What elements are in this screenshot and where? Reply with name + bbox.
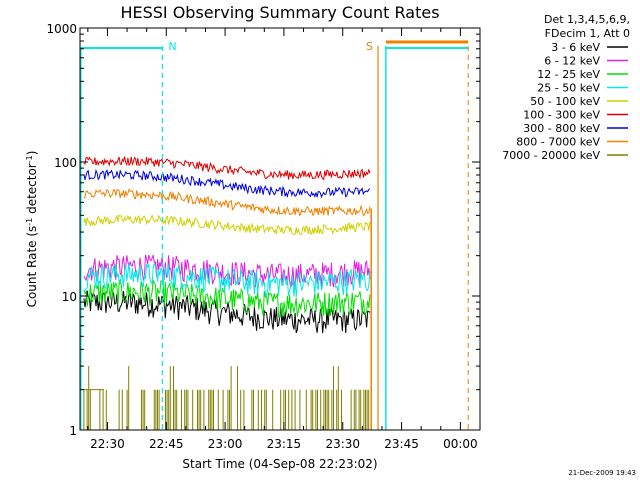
x-tick-label: 23:00 — [208, 437, 243, 451]
chart-title: HESSI Observing Summary Count Rates — [120, 3, 439, 22]
y-tick-label: 10 — [62, 290, 77, 304]
series-line-1 — [83, 254, 371, 290]
y-axis-label: Count Rate (s-1 detector-1) — [25, 151, 40, 308]
legend-label-6: 300 - 800 keV — [523, 122, 600, 135]
series-line-5 — [83, 156, 371, 181]
y-tick-label: 1 — [69, 424, 77, 438]
legend-header-line-1: Det 1,3,4,5,6,9, — [544, 13, 630, 26]
x-tick-label: 23:45 — [384, 437, 419, 451]
legend-label-8: 7000 - 20000 keV — [502, 149, 600, 162]
legend-label-5: 100 - 300 keV — [523, 109, 600, 122]
series-line-3 — [83, 262, 371, 298]
series-line-4 — [83, 213, 371, 236]
plot-frame — [79, 27, 481, 431]
x-tick-label: 00:00 — [443, 437, 478, 451]
series-line-2 — [83, 278, 371, 318]
footer-date: 21-Dec-2009 19:43 — [568, 469, 636, 477]
marker-label-S: S — [366, 40, 373, 53]
legend-label-2: 12 - 25 keV — [537, 68, 600, 81]
legend-label-1: 6 - 12 keV — [544, 55, 600, 68]
x-tick-label: 23:15 — [267, 437, 302, 451]
marker-label-N: N — [168, 40, 176, 53]
x-tick-label: 22:45 — [149, 437, 184, 451]
y-tick-label: 1000 — [46, 22, 77, 36]
y-tick-label: 100 — [54, 156, 77, 170]
legend-label-4: 50 - 100 keV — [530, 95, 600, 108]
x-axis-label: Start Time (04-Sep-08 22:23:02) — [182, 457, 377, 471]
x-tick-label: 23:30 — [325, 437, 360, 451]
legend: Det 1,3,4,5,6,9, FDecim 1, Att 0 3 - 6 k… — [502, 13, 630, 162]
legend-header-line-2: FDecim 1, Att 0 — [545, 27, 630, 40]
series-line-8 — [83, 366, 370, 430]
x-tick-label: 22:30 — [90, 437, 125, 451]
series-line-6 — [83, 168, 371, 199]
series-line-7 — [83, 188, 371, 217]
legend-label-0: 3 - 6 keV — [551, 41, 600, 54]
legend-label-7: 800 - 7000 keV — [516, 136, 600, 149]
legend-label-3: 25 - 50 keV — [537, 82, 600, 95]
series-line-0 — [83, 290, 371, 334]
